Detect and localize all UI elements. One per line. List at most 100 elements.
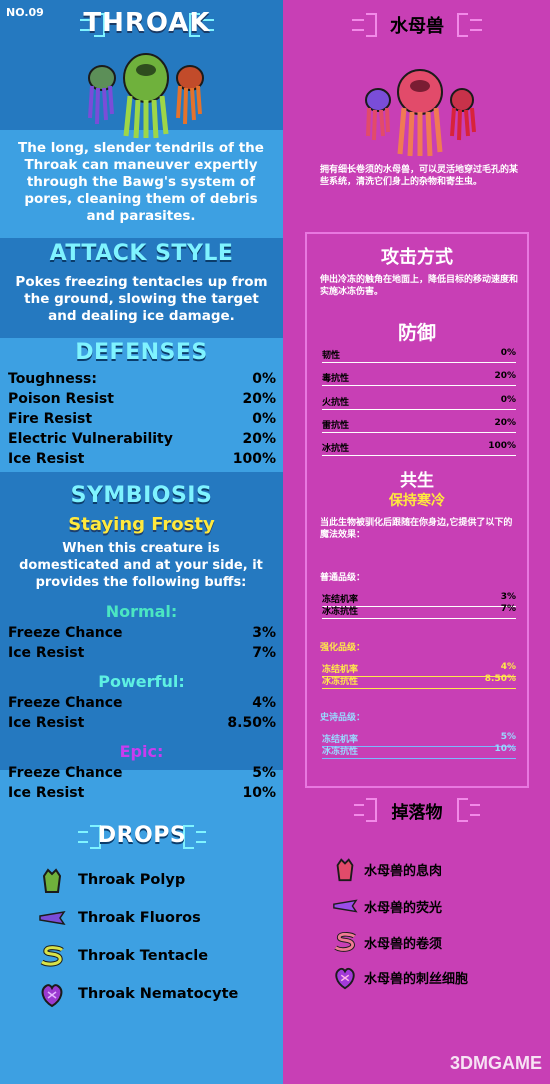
cn-buff-label: 冻结机率: [322, 595, 359, 605]
buff-row: Freeze Chance 4%: [8, 695, 276, 711]
cn-drop-item: 水母兽的荧光: [332, 893, 442, 919]
attack-style-heading: ATTACK STYLE: [49, 241, 234, 266]
cn-defense-value: 0%: [500, 395, 516, 405]
title-decoration: [78, 10, 216, 40]
creature-number: NO.09: [6, 6, 44, 19]
throak-creature-art: [82, 48, 212, 140]
description-band: [0, 130, 283, 238]
buff-row: Ice Resist 8.50%: [8, 715, 276, 731]
cn-drop-label: 水母兽的刺丝细胞: [364, 971, 469, 987]
defenses-heading: DEFENSES: [75, 340, 208, 365]
defense-label: Fire Resist: [8, 411, 93, 427]
fluoros-icon: [333, 899, 358, 913]
fluoros-icon: [39, 910, 66, 926]
cn-description: 拥有细长卷须的水母兽，可以灵活地穿过毛孔的某些系统，清洗它们身上的杂物和寄生虫。: [320, 165, 519, 187]
cn-buff-label: 冰冻抗性: [322, 607, 359, 617]
cn-buff-row: 冻结机率 5%: [322, 732, 516, 747]
cn-tier-powerful: 强化品级：: [320, 643, 366, 653]
symbiosis-band: [0, 472, 283, 770]
defense-label: Electric Vulnerability: [8, 431, 173, 447]
cn-buff-row: 冻结机率 3%: [322, 592, 516, 607]
defense-row: Ice Resist 100%: [8, 451, 276, 467]
drops-decoration: [76, 822, 208, 852]
drop-item: Throak Nematocyte: [38, 980, 238, 1008]
defenses-band: [0, 338, 283, 472]
buff-value: 4%: [252, 695, 276, 711]
creature-description: The long, slender tendrils of the Throak…: [18, 140, 264, 224]
drop-item: Throak Tentacle: [38, 942, 208, 970]
cn-tier-epic: 史诗品级：: [320, 713, 366, 723]
defense-value: 20%: [242, 431, 276, 447]
drop-item: Throak Polyp: [38, 866, 185, 894]
cn-tier-normal: 普通品级：: [320, 573, 366, 583]
cn-symbiosis-text: 当此生物被驯化后跟随在你身边,它提供了以下的魔法效果：: [320, 518, 513, 540]
cn-buff-label: 冰冻抗性: [322, 747, 359, 757]
buff-label: Ice Resist: [8, 785, 85, 801]
attack-band: [0, 238, 283, 338]
cn-drops-decoration: [352, 795, 482, 825]
cn-drop-label: 水母兽的卷须: [364, 936, 443, 952]
cn-drop-item: 水母兽的息肉: [332, 856, 442, 882]
cn-title-decoration: [350, 10, 484, 40]
cn-buff-row: 冰冻抗性 8.50%: [322, 674, 516, 689]
drops-band: [0, 770, 283, 1084]
cn-defense-label: 毒抗性: [322, 374, 350, 384]
symbiosis-heading: SYMBIOSIS: [70, 483, 213, 508]
cn-info-frame: [305, 232, 529, 788]
cn-defense-row: 冰抗性 100%: [322, 441, 516, 456]
tier-normal-label: Normal:: [105, 602, 178, 621]
small-creature-right: [176, 65, 204, 125]
cn-symbiosis-heading: 共生: [400, 471, 434, 491]
buff-label: Freeze Chance: [8, 695, 123, 711]
tentacle-icon: [40, 945, 64, 967]
tentacle-icon: [334, 931, 356, 952]
cn-buff-label: 冰冻抗性: [322, 677, 359, 687]
cn-drop-label: 水母兽的荧光: [364, 900, 443, 916]
cn-buff-value: 3%: [500, 592, 516, 602]
cn-defense-label: 韧性: [322, 351, 341, 361]
cn-drop-item: 水母兽的卷须: [332, 929, 442, 955]
defense-label: Toughness:: [8, 371, 97, 387]
symbiosis-text: When this creature is domesticated and a…: [19, 541, 263, 590]
large-creature-center: [123, 53, 169, 139]
tier-epic-label: Epic:: [119, 742, 164, 761]
defense-value: 0%: [252, 411, 276, 427]
cn-attack-text: 伸出冷冻的触角在地面上，降低目标的移动速度和实施冰冻伤害。: [320, 275, 519, 297]
defense-value: 20%: [242, 391, 276, 407]
defense-label: Poison Resist: [8, 391, 114, 407]
cn-defense-row: 雷抗性 20%: [322, 418, 516, 433]
drops-heading: DROPS: [97, 823, 187, 848]
cn-buff-label: 冻结机率: [322, 665, 359, 675]
cn-creature-art: [360, 64, 480, 160]
cn-buff-label: 冻结机率: [322, 735, 359, 745]
cn-defense-label: 火抗性: [322, 398, 350, 408]
watermark-logo: 3DMGAME: [449, 1053, 542, 1073]
defense-row: Fire Resist 0%: [8, 411, 276, 427]
buff-value: 7%: [252, 645, 276, 661]
cn-drops-heading: 掉落物: [391, 803, 443, 823]
buff-label: Freeze Chance: [8, 625, 123, 641]
drop-label: Throak Fluoros: [78, 910, 201, 926]
buff-label: Ice Resist: [8, 715, 85, 731]
creature-title: THROAK: [83, 8, 211, 38]
cn-buff-value: 7%: [500, 604, 516, 614]
buff-row: Freeze Chance 3%: [8, 625, 276, 641]
defense-row: Electric Vulnerability 20%: [8, 431, 276, 447]
cn-buff-row: 冰冻抗性 7%: [322, 604, 516, 619]
cn-buff-value: 5%: [500, 732, 516, 742]
drop-label: Throak Nematocyte: [78, 986, 239, 1002]
drop-label: Throak Polyp: [78, 872, 186, 888]
nematocyte-icon: [41, 984, 63, 1008]
cn-buff-value: 8.50%: [484, 674, 516, 684]
polyp-icon: [336, 858, 354, 882]
symbiosis-name: Staying Frosty: [68, 514, 215, 535]
cn-defense-value: 20%: [494, 371, 516, 381]
small-creature-left: [88, 65, 116, 125]
cn-buff-row: 冻结机率 4%: [322, 662, 516, 677]
defense-row: Toughness: 0%: [8, 371, 276, 387]
polyp-icon: [42, 868, 62, 893]
buff-label: Ice Resist: [8, 645, 85, 661]
buff-label: Freeze Chance: [8, 765, 123, 781]
buff-value: 5%: [252, 765, 276, 781]
nematocyte-icon: [335, 967, 355, 990]
